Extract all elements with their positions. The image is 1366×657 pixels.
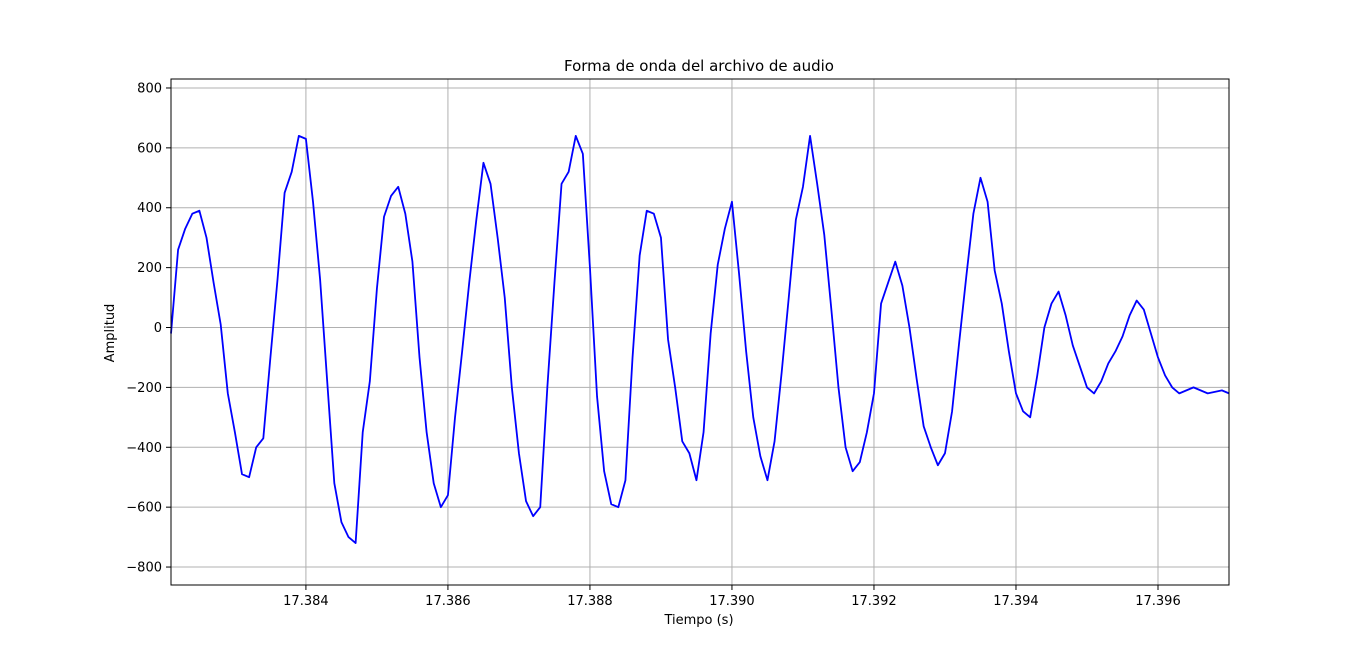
- waveform-line: [170, 134, 1230, 544]
- y-tick-label: 400: [137, 201, 162, 216]
- x-tick-label: 17.388: [567, 594, 613, 609]
- x-axis-label: Tiempo (s): [663, 613, 733, 628]
- plot-area-frame: [170, 78, 1230, 586]
- grid-lines: [171, 79, 1229, 585]
- y-tick-label: 800: [137, 81, 162, 96]
- y-tick-label: −600: [126, 501, 162, 516]
- y-axis-label: Amplitud: [103, 304, 118, 363]
- x-tick-label: 17.384: [283, 594, 329, 609]
- x-tick-label: 17.396: [1135, 594, 1181, 609]
- y-tick-label: −400: [126, 441, 162, 456]
- x-tick-label: 17.392: [851, 594, 897, 609]
- x-tick-label: 17.390: [709, 594, 755, 609]
- y-axis-ticks: 800 600 400 200 0 −200 −400 −600 −800: [126, 81, 171, 576]
- y-tick-label: −200: [126, 381, 162, 396]
- y-tick-label: 0: [154, 321, 162, 336]
- x-axis-ticks: 17.384 17.386 17.388 17.390 17.392 17.394 17.3…: [283, 585, 1181, 609]
- y-tick-label: 200: [137, 261, 162, 276]
- y-tick-label: 600: [137, 141, 162, 156]
- y-tick-label: −800: [126, 561, 162, 576]
- x-tick-label: 17.386: [425, 594, 471, 609]
- x-tick-label: 17.394: [993, 594, 1039, 609]
- chart-title: Forma de onda del archivo de audio: [564, 57, 834, 75]
